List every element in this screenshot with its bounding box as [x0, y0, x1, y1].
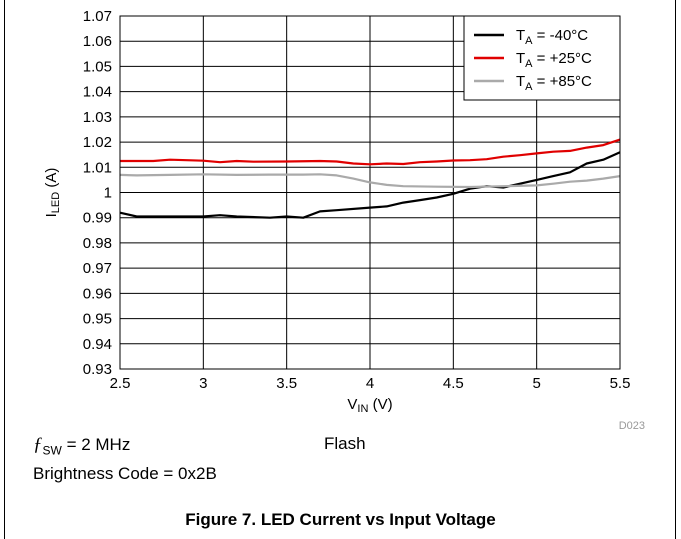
series-line-3: [119, 173, 621, 189]
legend-entry-2: TA = +25°C: [516, 50, 592, 70]
y-tick-label: 0.93: [83, 361, 112, 378]
y-tick-label: 1.02: [83, 134, 112, 151]
x-tick-label: 4.5: [443, 375, 464, 392]
series-line-2: [120, 138, 621, 166]
x-tick-label: 4: [366, 375, 374, 392]
y-tick-label: 1.05: [83, 58, 112, 75]
y-tick-label: 1: [104, 185, 112, 202]
y-tick-label: 0.96: [83, 285, 112, 302]
line-chart: 2.5 3 3.5 4 4.5 5 5.5 0.93 0.94 0.95 0.96 0.97 0.98 0…: [43, 8, 645, 432]
y-tick-label: 1.03: [83, 109, 112, 126]
y-tick-label: 1.06: [83, 33, 112, 50]
legend-entry-3: TA = +85°C: [516, 73, 592, 93]
y-tick-label: 0.94: [83, 336, 112, 353]
x-tick-label: 5: [532, 375, 540, 392]
figure-frame: [4, 0, 676, 539]
chart-tick-labels: 2.5 3 3.5 4 4.5 5 5.5 0.93 0.94 0.95 0.96 0.97 0.98 0…: [83, 8, 631, 392]
x-tick-label: 2.5: [110, 375, 131, 392]
y-tick-label: 0.99: [83, 210, 112, 227]
chart-series: [119, 138, 621, 219]
series-line-1: [119, 151, 621, 219]
y-tick-label: 0.98: [83, 235, 112, 252]
brightness-note: Brightness Code = 0x2B: [33, 464, 217, 483]
y-tick-label: 1.01: [83, 159, 112, 176]
x-tick-label: 3: [199, 375, 207, 392]
y-tick-label: 0.97: [83, 260, 112, 277]
chart-legend: TA = -40°C TA = +25°C TA = +85°C: [463, 15, 621, 101]
switching-frequency-note: ƒSW = 2 MHz: [33, 434, 131, 458]
figure-id: D023: [619, 420, 645, 432]
plot-area-border: [119, 15, 621, 370]
y-tick-label: 1.07: [83, 8, 112, 25]
figure-caption: Figure 7. LED Current vs Input Voltage: [185, 510, 496, 529]
x-tick-label: 5.5: [610, 375, 631, 392]
x-tick-label: 3.5: [276, 375, 297, 392]
legend-entry-1: TA = -40°C: [516, 27, 588, 47]
y-tick-label: 1.04: [83, 84, 112, 101]
y-axis-label: ILED (A): [43, 168, 62, 218]
mode-note: Flash: [324, 434, 366, 453]
y-tick-label: 0.95: [83, 311, 112, 328]
x-axis-label: VIN (V): [347, 396, 392, 415]
